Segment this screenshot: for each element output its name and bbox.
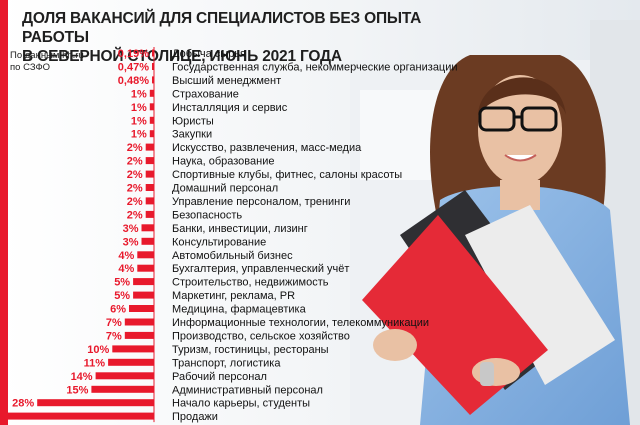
bar-17: [137, 264, 154, 272]
bar-16: [137, 251, 154, 259]
bar-value-label: 2%: [127, 142, 143, 154]
category-label: Производство, сельское хозяйство: [172, 330, 350, 342]
bar-value-label: 2%: [127, 156, 143, 168]
bar-20: [129, 305, 154, 312]
bar-27: [37, 399, 155, 407]
bar-value-label: 1%: [131, 88, 147, 100]
category-label: Юристы: [172, 115, 214, 127]
bar-value-label: 0,47%: [118, 62, 149, 74]
category-label: Транспорт, логистика: [172, 357, 281, 369]
category-label: Информационные технологии, телекоммуника…: [172, 317, 429, 329]
category-label: Продажи: [172, 411, 218, 423]
category-label: Консультирование: [172, 236, 266, 248]
bar-value-label: 2%: [127, 183, 143, 195]
bar-11: [145, 184, 154, 191]
category-label: Страхование: [172, 88, 239, 100]
bar-24: [108, 358, 154, 366]
category-label: Закупки: [172, 129, 212, 141]
bar-value-label: 7%: [106, 317, 122, 329]
bar-value-label: 2%: [127, 196, 143, 208]
category-label: Медицина, фармацевтика: [172, 304, 307, 316]
bar-13: [145, 210, 154, 218]
bar-21: [124, 318, 154, 326]
chart-title-line2: в северной столице, июнь 2021 года: [22, 48, 342, 65]
bar-value-label: 6%: [110, 304, 126, 316]
bar-15: [141, 237, 154, 245]
bar-value-label: 5%: [114, 277, 130, 289]
source-note-line1: По данным hh.ru: [10, 50, 84, 61]
bar-12: [145, 197, 154, 205]
bar-3: [152, 76, 154, 84]
category-label: Рабочий персонал: [172, 371, 267, 383]
bar-value-label: 28%: [12, 398, 34, 410]
bar-value-label: 11%: [84, 357, 106, 369]
bar-26: [91, 385, 154, 393]
source-note-line2: по СЗФО: [10, 62, 51, 73]
bar-value-label: 2%: [127, 209, 143, 221]
category-label: Автомобильный бизнес: [172, 250, 293, 262]
bar-19: [133, 291, 154, 299]
bar-5: [149, 103, 154, 111]
bar-value-label: 2%: [127, 169, 143, 181]
category-label: Спортивные клубы, фитнес, салоны красоты: [172, 169, 402, 181]
bar-8: [145, 143, 154, 151]
category-label: Маркетинг, реклама, PR: [172, 290, 295, 302]
category-label: Строительство, недвижимость: [172, 277, 329, 289]
category-label: Банки, инвестиции, лизинг: [172, 223, 308, 235]
category-label: Административный персонал: [172, 384, 323, 396]
bar-value-label: 7%: [106, 330, 122, 342]
bar-value-label: 0,48%: [118, 75, 149, 87]
category-label: Наука, образование: [172, 156, 274, 168]
bar-value-label: 0,19%: [118, 48, 149, 60]
accent-ribbon: [0, 0, 8, 425]
bar-7: [149, 130, 154, 138]
bar-10: [145, 170, 154, 178]
bar-23: [112, 345, 154, 353]
category-label: Безопасность: [172, 209, 242, 221]
bar-value-label: 15%: [66, 384, 88, 396]
bar-14: [141, 224, 154, 232]
bar-9: [145, 157, 154, 165]
bar-4: [149, 89, 154, 97]
bar-22: [124, 331, 154, 339]
bar-value-label: 10%: [87, 344, 109, 356]
category-label: Высший менеджмент: [172, 75, 281, 87]
bar-value-label: 1%: [131, 129, 147, 141]
bar-value-label: 3%: [123, 223, 139, 235]
bar-value-label: 5%: [114, 290, 130, 302]
category-label: Искусство, развлечения, масс-медиа: [172, 142, 362, 154]
category-label: Управление персоналом, тренинги: [172, 196, 350, 208]
bar-value-label: 35%: [0, 411, 5, 423]
category-label: Бухгалтерия, управленческий учёт: [172, 263, 349, 275]
category-label: Начало карьеры, студенты: [172, 398, 310, 410]
category-label: Добыча сырья: [172, 48, 246, 60]
category-label: Домашний персонал: [172, 183, 278, 195]
source-note: По данным hh.ru по СЗФО: [10, 50, 100, 74]
bar-6: [149, 116, 154, 124]
bar-value-label: 4%: [118, 263, 134, 275]
category-label: Туризм, гостиницы, рестораны: [172, 344, 329, 356]
bar-18: [133, 278, 154, 286]
bar-value-label: 1%: [131, 115, 147, 127]
bar-value-label: 4%: [118, 250, 134, 262]
bar-28: [8, 412, 154, 420]
chart-title: Доля вакансий для специалистов без опыта…: [22, 9, 492, 66]
chart-title-line1: Доля вакансий для специалистов без опыта…: [22, 10, 422, 46]
bar-value-label: 14%: [71, 371, 93, 383]
bar-2: [152, 63, 154, 70]
bar-value-label: 3%: [123, 236, 139, 248]
bar-25: [95, 372, 154, 380]
bar-value-label: 1%: [131, 102, 147, 114]
category-label: Инсталляция и сервис: [172, 102, 288, 114]
woman-figure: [362, 55, 630, 425]
category-label: Государственная служба, некоммерческие о…: [172, 62, 458, 74]
bar-1: [152, 49, 154, 57]
